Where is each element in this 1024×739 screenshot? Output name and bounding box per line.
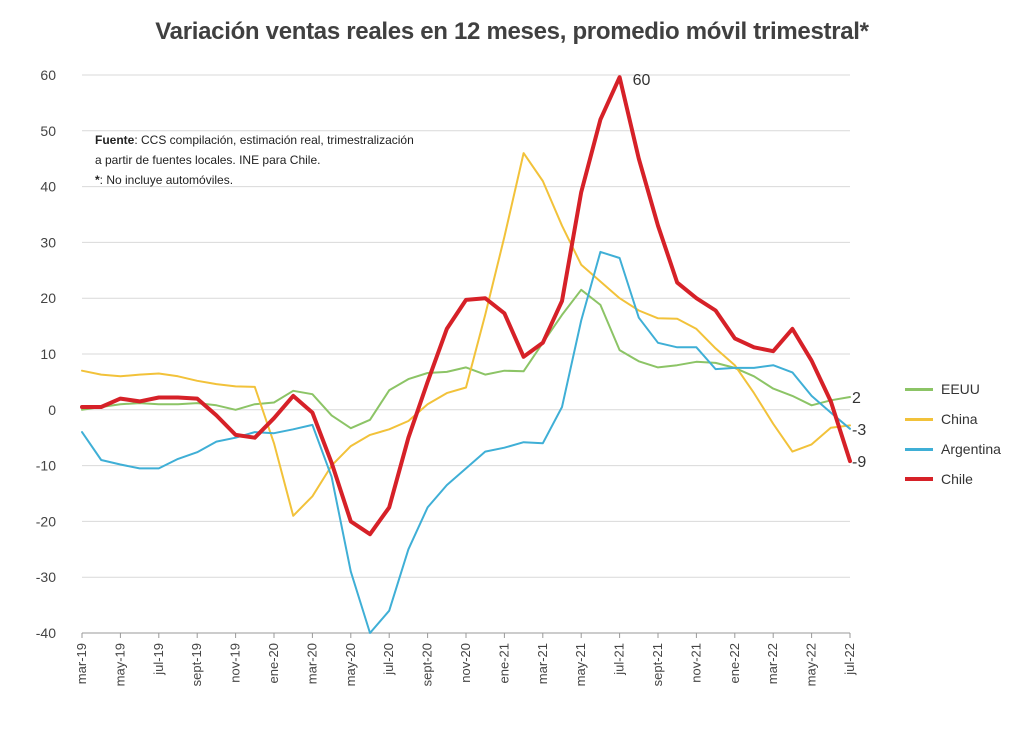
series-lines — [80, 75, 852, 634]
x-tick-label-mar-22: mar-22 — [765, 643, 780, 684]
footnote-star: * — [95, 173, 100, 187]
y-tick-label-30: 30 — [40, 234, 56, 250]
source-note-label: Fuente — [95, 133, 135, 147]
x-tick-label-ene-20: ene-20 — [266, 643, 281, 683]
x-tick-label-ene-22: ene-22 — [727, 643, 742, 683]
y-tick-label-20: 20 — [40, 290, 56, 306]
legend-item-china: China — [905, 404, 1001, 434]
y-tick-label-40: 40 — [40, 179, 56, 195]
y-tick-label-0: 0 — [48, 402, 56, 418]
series-line-argentina — [81, 250, 851, 634]
legend-swatch-china — [905, 417, 933, 421]
x-tick-label-jul-20: jul-20 — [381, 643, 396, 676]
legend-label-chile: Chile — [941, 471, 973, 487]
x-tick-label-nov-19: nov-19 — [228, 643, 243, 683]
y-tick-label--10: -10 — [36, 458, 56, 474]
chart-title: Variación ventas reales en 12 meses, pro… — [155, 18, 869, 45]
end-label-chile: -9 — [852, 454, 866, 471]
legend-item-chile: Chile — [905, 464, 1001, 494]
legend-label-eeuu: EEUU — [941, 381, 980, 397]
x-tick-label-sept-20: sept-20 — [420, 643, 435, 686]
legend-label-argentina: Argentina — [941, 441, 1001, 457]
y-tick-label-60: 60 — [40, 67, 56, 83]
footnote-text: : No incluye automóviles. — [99, 173, 234, 187]
legend: EEUU China Argentina Chile — [905, 374, 1001, 494]
x-tick-label-sept-21: sept-21 — [650, 643, 665, 686]
x-tick-label-may-19: may-19 — [112, 643, 127, 686]
series-line-china — [81, 152, 851, 517]
series-line-eeuu — [81, 288, 851, 430]
legend-swatch-chile — [905, 477, 933, 481]
end-value-labels: 2 -3 -9 60 — [633, 72, 867, 471]
x-tick-label-jul-21: jul-21 — [612, 643, 627, 676]
series-line-chile — [80, 75, 852, 537]
y-tick-label--30: -30 — [36, 569, 56, 585]
legend-label-china: China — [941, 411, 978, 427]
y-axis-tick-labels: 60 50 40 30 20 10 0 -10 -20 -30 -40 — [36, 67, 56, 641]
y-tick-label-10: 10 — [40, 346, 56, 362]
source-note-line1: : CCS compilación, estimación real, trim… — [134, 133, 414, 147]
end-label-eeuu: 2 — [852, 390, 861, 407]
peak-label-chile: 60 — [633, 72, 651, 89]
end-label-argentina: -3 — [852, 422, 866, 439]
y-tick-label--20: -20 — [36, 513, 56, 529]
legend-item-argentina: Argentina — [905, 434, 1001, 464]
legend-swatch-argentina — [905, 447, 933, 451]
x-tick-label-nov-20: nov-20 — [458, 643, 473, 683]
x-tick-label-may-21: may-21 — [573, 643, 588, 686]
x-tick-label-may-22: may-22 — [804, 643, 819, 686]
x-tick-label-mar-19: mar-19 — [74, 643, 89, 684]
legend-item-eeuu: EEUU — [905, 374, 1001, 404]
x-tick-label-jul-19: jul-19 — [151, 643, 166, 676]
x-tick-label-jul-22: jul-22 — [842, 643, 857, 676]
source-note-line2: a partir de fuentes locales. INE para Ch… — [95, 153, 321, 167]
x-tick-label-ene-21: ene-21 — [496, 643, 511, 683]
x-tick-label-may-20: may-20 — [343, 643, 358, 686]
x-tick-label-nov-21: nov-21 — [688, 643, 703, 683]
x-tick-label-mar-20: mar-20 — [304, 643, 319, 684]
x-tick-label-sept-19: sept-19 — [189, 643, 204, 686]
legend-swatch-eeuu — [905, 387, 933, 391]
y-tick-label--40: -40 — [36, 625, 56, 641]
x-tick-label-mar-21: mar-21 — [535, 643, 550, 684]
x-axis: mar-19 may-19 jul-19 sept-19 nov-19 ene-20 mar… — [74, 632, 857, 686]
y-tick-label-50: 50 — [40, 123, 56, 139]
source-note: Fuente: CCS compilación, estimación real… — [95, 130, 414, 190]
